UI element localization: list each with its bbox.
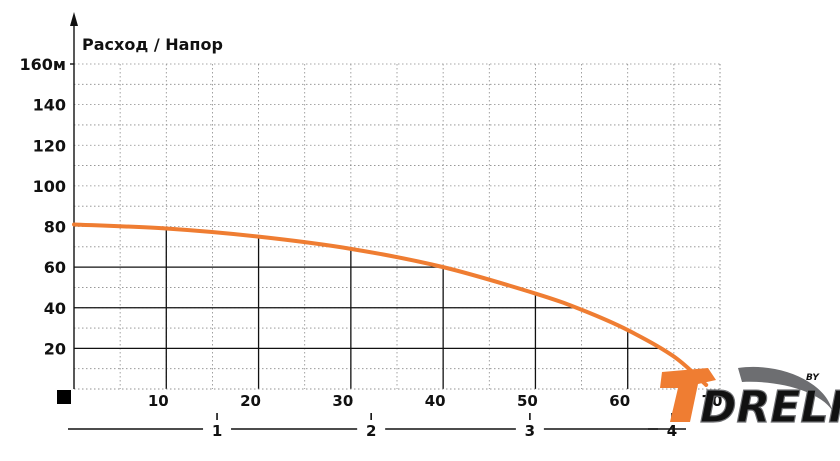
logo-drill-icon xyxy=(660,368,716,422)
logo-swoosh-icon xyxy=(738,366,832,410)
secondary-x-tick-label: 4 xyxy=(667,422,677,440)
axes xyxy=(70,12,78,389)
x-tick-label: 20 xyxy=(240,392,261,410)
x-tick-label: 10 xyxy=(148,392,169,410)
y-tick-label: 40 xyxy=(44,299,66,318)
major-grid xyxy=(74,228,720,390)
series-layer xyxy=(72,222,709,387)
secondary-x-tick-label: 2 xyxy=(366,422,376,440)
y-tick-labels: 160м 140 120 100 80 60 40 20 xyxy=(20,55,66,358)
chart-title: Расход / Напор xyxy=(82,35,223,54)
x-tick-label: 30 xyxy=(332,392,353,410)
secondary-x-tick-label: 3 xyxy=(525,422,535,440)
origin-square-icon xyxy=(57,390,71,404)
dreli-logo: DRELI BY xyxy=(660,366,840,434)
x-tick-label: 60 xyxy=(609,392,630,410)
x-tick-label: 40 xyxy=(425,392,446,410)
y-tick-label: 140 xyxy=(33,96,66,115)
x-tick-labels: 10 20 30 40 50 60 70 xyxy=(148,392,723,410)
y-axis-arrow-icon xyxy=(70,12,78,26)
minor-grid xyxy=(73,63,721,390)
y-tick-label: 20 xyxy=(44,339,66,358)
y-tick-label: 120 xyxy=(33,136,66,155)
series-line-flow-head xyxy=(72,222,709,387)
secondary-x-tick-label: 1 xyxy=(212,422,222,440)
y-tick-label: 100 xyxy=(33,177,66,196)
y-tick-label: 160м xyxy=(20,55,66,74)
y-tick-label: 60 xyxy=(44,258,66,277)
x-tick-label: 50 xyxy=(517,392,538,410)
x-tick-label: 70 xyxy=(702,392,723,410)
secondary-x-axis: 1 2 3 4 xyxy=(68,413,687,440)
y-tick-label: 80 xyxy=(44,218,66,237)
logo-suffix: BY xyxy=(806,373,820,383)
logo-wordmark: DRELI xyxy=(700,382,840,433)
